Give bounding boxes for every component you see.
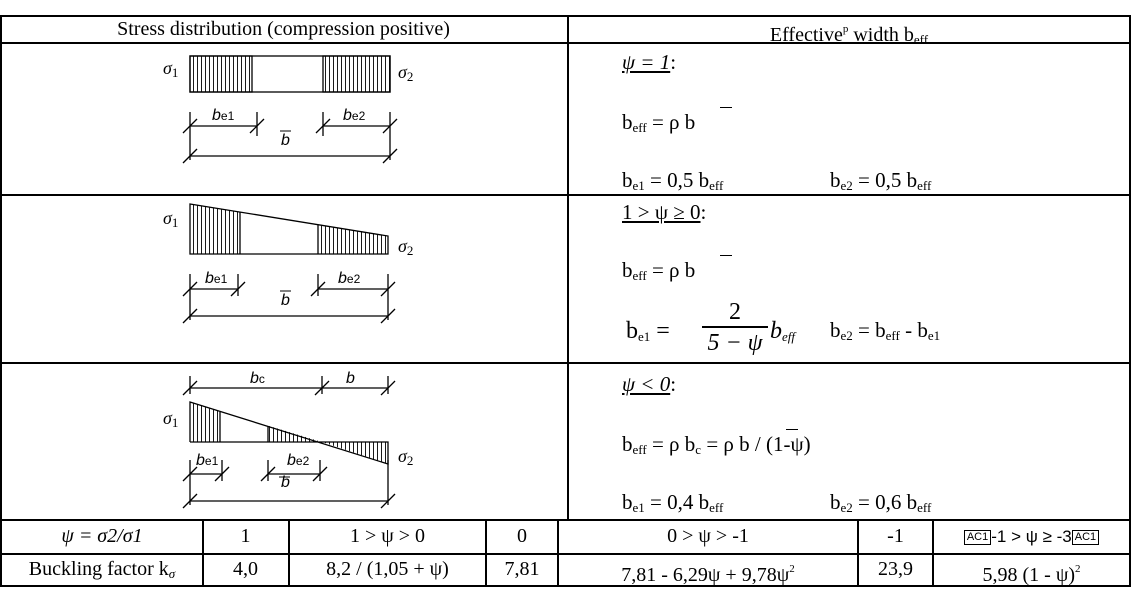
sigma2-label: σ2 xyxy=(398,62,414,84)
formula-be1-3: be1 = 0,4 beff xyxy=(622,490,724,515)
condition-psi-negative: ψ < 0: xyxy=(622,372,677,396)
ac1-open-marker: AC1 xyxy=(963,530,992,545)
header-effective-width: Effectivep width beff xyxy=(769,23,929,47)
k-value: 7,81 - 6,29ψ + 9,78ψ2 xyxy=(621,563,795,586)
k-value: 23,9 xyxy=(878,558,913,580)
formula-be2-1: be2 = 0,5 beff xyxy=(830,168,932,193)
formula-be1-1: be1 = 0,5 beff xyxy=(622,168,724,193)
formula-be2-3: be2 = 0,6 beff xyxy=(830,490,932,515)
bt-label: b xyxy=(346,370,355,387)
be2-label-2: be2 xyxy=(338,270,361,287)
sigma1-label-3: σ1 xyxy=(163,408,179,430)
stress-diagram-linear xyxy=(182,203,396,324)
table-col-6: AC1 -1 > ψ ≥ -3 AC1 5,98 (1 - ψ)2 xyxy=(934,521,1129,587)
buckling-factor-label: Buckling factor kσ xyxy=(28,558,176,581)
bc-label: bc xyxy=(250,370,265,387)
be1-label-2: be1 xyxy=(205,270,228,287)
formula-be1-2-lhs: be1 = xyxy=(626,318,670,344)
stress-diagram-reversing xyxy=(182,376,396,509)
condition-psi-between-1-0: 1 > ψ ≥ 0: xyxy=(622,200,707,224)
fraction-numerator: 2 xyxy=(729,299,741,325)
be1-label-3: be1 xyxy=(196,452,219,469)
k-value: 7,81 xyxy=(504,558,540,580)
psi-value: 1 > ψ > 0 xyxy=(349,525,426,547)
psi-value: AC1 -1 > ψ ≥ -3 AC1 xyxy=(934,521,1129,554)
be2-label: be2 xyxy=(343,107,366,124)
sigma2-label-3: σ2 xyxy=(398,446,414,468)
sigma1-label: σ1 xyxy=(163,58,179,80)
sigma2-label-2: σ2 xyxy=(398,236,414,258)
bbar-label-2: b xyxy=(281,292,290,309)
table-col-5: -1 23,9 xyxy=(859,521,932,587)
psi-value: 1 xyxy=(240,525,251,547)
stress-diagram-uniform xyxy=(182,55,398,164)
bbar-label-3: b xyxy=(281,474,290,491)
formula-beff-1: beff = ρ b xyxy=(622,107,732,136)
formula-beff-2: beff = ρ b xyxy=(622,255,732,284)
formula-beff-3: beff = ρ bc = ρ b / (1-ψ) xyxy=(622,429,811,458)
header-stress-distribution: Stress distribution (compression positiv… xyxy=(117,18,450,40)
table-col-3: 0 7,81 xyxy=(487,521,557,587)
bbar-label: b xyxy=(281,132,290,149)
k-value: 8,2 / (1,05 + ψ) xyxy=(326,558,449,580)
formula-be2-2: be2 = beff - be1 xyxy=(830,318,941,343)
psi-value: 0 > ψ > -1 xyxy=(667,525,749,547)
table-row-labels: ψ = σ2/σ1 Buckling factor kσ xyxy=(2,521,202,587)
fraction-denominator: 5 − ψ xyxy=(707,330,763,356)
k-value: 4,0 xyxy=(233,558,258,580)
psi-label: ψ = σ2/σ1 xyxy=(61,525,143,547)
fraction: 2 5 − ψ xyxy=(702,298,768,358)
k-value: 5,98 (1 - ψ)2 xyxy=(982,563,1081,586)
condition-psi-1: ψ = 1: xyxy=(622,50,677,74)
table-col-4: 0 > ψ > -1 7,81 - 6,29ψ + 9,78ψ2 xyxy=(559,521,857,587)
table-col-2: 1 > ψ > 0 8,2 / (1,05 + ψ) xyxy=(290,521,485,587)
be1-label: be1 xyxy=(212,107,235,124)
sigma1-label-2: σ1 xyxy=(163,208,179,230)
formula-be1-2-rhs: beff xyxy=(770,318,795,344)
psi-value: 0 xyxy=(517,525,527,547)
table-col-1: 1 4,0 xyxy=(203,521,288,587)
ac1-close-marker: AC1 xyxy=(1071,530,1100,545)
be2-label-3: be2 xyxy=(287,452,310,469)
psi-value: -1 xyxy=(887,525,904,547)
